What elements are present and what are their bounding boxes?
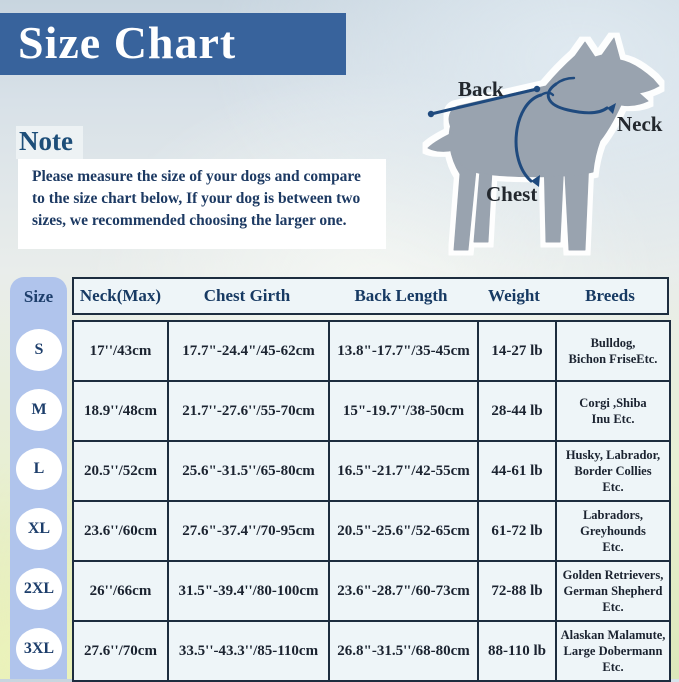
size-badge-s: S [16,329,62,371]
cell-neck: 27.6''/70cm [72,620,169,682]
cell-breeds: Labradors, Greyhounds Etc. [555,500,671,562]
cell-weight: 14-27 lb [477,320,557,382]
neck-label: Neck [617,112,663,136]
size-badge-3xl: 3XL [16,628,62,670]
size-chart-table: 17''/43cm 17.7"-24.4"/45-62cm 13.8"-17.7… [72,320,671,682]
cell-back: 23.6"-28.7"/60-73cm [328,560,479,622]
table-row: 17''/43cm 17.7"-24.4"/45-62cm 13.8"-17.7… [72,320,671,382]
neck-arrowhead [607,103,616,114]
chest-arrowhead [531,175,540,187]
cell-breeds: Corgi ,Shiba Inu Etc. [555,380,671,442]
dog-silhouette-illustration: Back Neck Chest [427,37,663,251]
size-badge-m: M [16,389,62,431]
cell-neck: 17''/43cm [72,320,169,382]
header-weight: Weight [488,286,540,305]
cell-breeds: Bulldog, Bichon FriseEtc. [555,320,671,382]
table-row: 26''/66cm 31.5"-39.4''/80-100cm 23.6"-28… [72,560,671,622]
cell-neck: 18.9''/48cm [72,380,169,442]
cell-breeds: Husky, Labrador, Border Collies Etc. [555,440,671,502]
note-heading: Note [16,126,83,159]
header-breeds: Breeds [585,286,635,305]
back-line [429,87,539,116]
table-row: 18.9''/48cm 21.7''-27.6''/55-70cm 15"-19… [72,380,671,442]
back-label: Back [458,77,504,101]
cell-chest: 17.7"-24.4"/45-62cm [167,320,330,382]
cell-back: 15"-19.7''/38-50cm [328,380,479,442]
note-text: Please measure the size of your dogs and… [18,159,386,249]
cell-back: 20.5"-25.6"/52-65cm [328,500,479,562]
page-title: Size Chart [0,13,346,75]
table-row: 20.5''/52cm 25.6"-31.5''/65-80cm 16.5"-2… [72,440,671,502]
size-badge-xl: XL [16,508,62,550]
cell-breeds: Alaskan Malamute, Large Dobermann Etc. [555,620,671,682]
chest-label: Chest [486,182,537,206]
chest-loop [514,93,543,183]
size-badge-2xl: 2XL [16,568,62,610]
table-row: 23.6''/60cm 27.6"-37.4''/70-95cm 20.5"-2… [72,500,671,562]
cell-neck: 20.5''/52cm [72,440,169,502]
table-row: 27.6''/70cm 33.5''-43.3''/85-110cm 26.8"… [72,620,671,682]
cell-weight: 61-72 lb [477,500,557,562]
size-column: Size S M L XL 2XL 3XL [10,277,67,679]
cell-back: 13.8"-17.7"/35-45cm [328,320,479,382]
cell-weight: 44-61 lb [477,440,557,502]
cell-back: 16.5"-21.7"/42-55cm [328,440,479,502]
cell-neck: 23.6''/60cm [72,500,169,562]
dog-body [427,37,660,251]
cell-chest: 33.5''-43.3''/85-110cm [167,620,330,682]
cell-weight: 72-88 lb [477,560,557,622]
cell-chest: 27.6"-37.4''/70-95cm [167,500,330,562]
header-neck: Neck(Max) [79,286,162,305]
table-header-row: Neck(Max) Chest Girth Back Length Weight… [72,277,669,315]
dog-measurement-diagram: Back Neck Chest [398,0,679,266]
cell-breeds: Golden Retrievers, German Shepherd Etc. [555,560,671,622]
measurement-lines [427,76,616,187]
size-column-header: Size [23,287,54,306]
cell-weight: 88-110 lb [477,620,557,682]
cell-neck: 26''/66cm [72,560,169,622]
cell-chest: 25.6"-31.5''/65-80cm [167,440,330,502]
header-chest: Chest Girth [203,286,291,305]
cell-weight: 28-44 lb [477,380,557,442]
header-back: Back Length [354,286,448,305]
cell-chest: 21.7''-27.6''/55-70cm [167,380,330,442]
cell-chest: 31.5"-39.4''/80-100cm [167,560,330,622]
cell-back: 26.8"-31.5''/68-80cm [328,620,479,682]
size-badge-l: L [16,448,62,490]
